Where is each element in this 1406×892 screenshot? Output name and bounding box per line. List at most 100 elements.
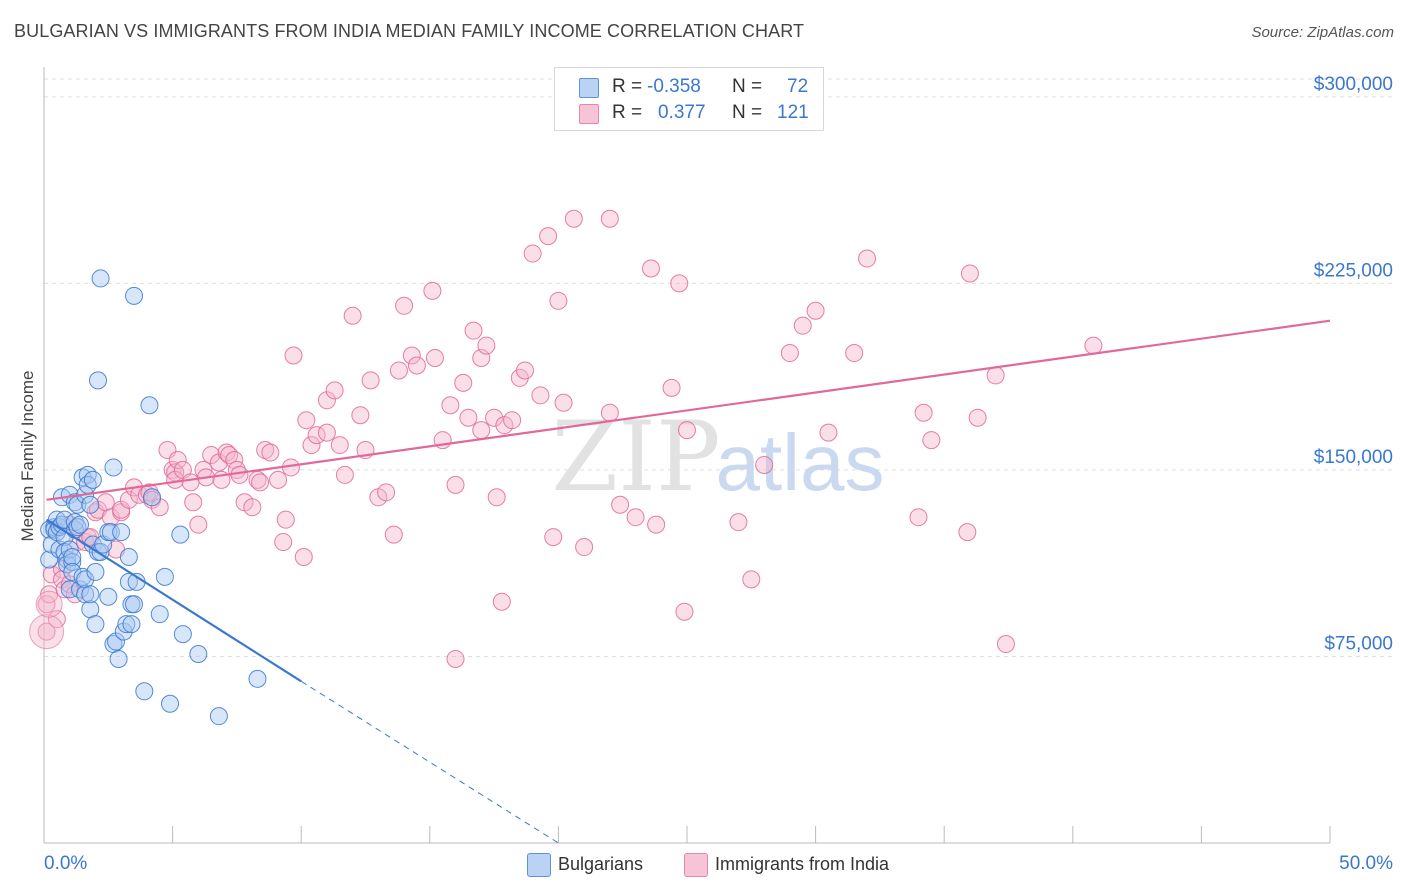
bulgarian-point	[86, 562, 105, 581]
india-point	[96, 493, 115, 512]
india-point	[806, 301, 825, 320]
india-point	[330, 436, 349, 455]
india-point	[256, 441, 275, 460]
india-point	[729, 513, 748, 532]
legend-india-swatch[interactable]	[684, 853, 708, 877]
bulgarian-point	[209, 707, 228, 726]
india-point	[377, 483, 396, 502]
india-point	[662, 378, 681, 397]
source-credit: Source: ZipAtlas.com	[1251, 24, 1394, 41]
bulgarian-point	[112, 523, 131, 542]
india-point	[269, 470, 288, 489]
india-point	[441, 396, 460, 415]
india-points	[29, 209, 1103, 668]
india-point	[317, 391, 336, 410]
india-point	[742, 570, 761, 589]
india-point	[189, 515, 208, 534]
india-trend-line	[46, 319, 1331, 501]
bulgarian-point	[122, 615, 141, 634]
bulgarian-point	[107, 632, 126, 651]
tick-labels: $75,000 $150,000 $225,000 $300,000 0.0% 50.0%	[44, 74, 1393, 874]
india-point	[402, 346, 421, 365]
india-point	[626, 508, 645, 527]
n-label: N =	[732, 102, 763, 123]
india-point	[220, 446, 239, 465]
india-point	[361, 371, 380, 390]
bulgarian-point	[114, 622, 133, 641]
india-point	[42, 565, 61, 584]
india-point	[641, 259, 660, 278]
india-point	[968, 408, 987, 427]
india-point	[343, 306, 362, 325]
india-point	[554, 393, 573, 412]
legend-bulgarians-label[interactable]: Bulgarians	[558, 854, 644, 874]
stats-box: R = -0.358 N = 72 R = 0.377 N = 121	[554, 67, 824, 131]
india-point	[53, 560, 72, 579]
india-point	[485, 408, 504, 427]
india-point	[858, 249, 877, 268]
india-point	[472, 421, 491, 440]
india-point	[351, 406, 370, 425]
india-point	[459, 408, 478, 427]
watermark-atlas: atlas	[716, 418, 885, 507]
bulgarian-point	[173, 625, 192, 644]
bulgarian-point	[125, 286, 144, 305]
india-swatch	[579, 104, 599, 124]
india-point	[909, 508, 928, 527]
india-point	[996, 635, 1015, 654]
bulgarian-point	[119, 572, 138, 591]
n-label: N =	[732, 76, 763, 97]
bulgarian-point	[104, 458, 123, 477]
india-point	[670, 274, 689, 293]
bulgarian-point	[140, 396, 159, 415]
bulgarian-point	[83, 470, 102, 489]
bulgarian-point	[91, 269, 110, 288]
bulgarian-point	[65, 513, 84, 532]
india-point	[523, 244, 542, 263]
x-tick-label-max: 50.0%	[1339, 853, 1393, 874]
india-point	[55, 580, 74, 599]
y-tick-label: $225,000	[1314, 260, 1393, 281]
india-point	[217, 443, 236, 462]
india-point	[297, 411, 316, 430]
bulgarian-point	[99, 587, 118, 606]
india-point	[958, 523, 977, 542]
bulgarian-point	[78, 465, 97, 484]
india-point	[564, 209, 583, 228]
india-point	[503, 411, 522, 430]
india-point	[112, 500, 131, 519]
india-point	[454, 373, 473, 392]
watermark: ZIP atlas	[551, 401, 884, 513]
india-point	[425, 349, 444, 368]
bulgarians-trend-line	[45, 518, 302, 683]
bulgarian-point	[109, 649, 128, 668]
india-point	[793, 316, 812, 335]
india-point	[600, 403, 619, 422]
india-point	[819, 423, 838, 442]
india-point	[477, 336, 496, 355]
india-point	[678, 421, 696, 440]
r-value: 0.377	[658, 102, 706, 123]
legend-bulgarians-swatch[interactable]	[527, 853, 551, 877]
india-point	[531, 386, 550, 405]
india-point	[539, 227, 558, 246]
y-tick-label: $75,000	[1324, 633, 1393, 654]
bulgarian-points	[40, 269, 267, 726]
india-point	[675, 602, 694, 621]
india-point	[202, 446, 221, 465]
india-point	[960, 264, 979, 283]
india-point	[274, 533, 293, 552]
r-label: R =	[612, 76, 643, 97]
india-point	[515, 361, 534, 380]
india-point	[261, 443, 280, 462]
chart-legend: Bulgarians Immigrants from India	[0, 852, 1406, 878]
bulgarian-point	[63, 552, 82, 571]
bulgarian-point	[117, 615, 136, 634]
legend-india-label[interactable]: Immigrants from India	[715, 854, 890, 874]
bulgarian-point	[63, 547, 82, 566]
india-point-large	[35, 590, 63, 618]
india-point	[184, 493, 203, 512]
r-value: -0.358	[647, 76, 701, 97]
india-point	[922, 431, 941, 450]
india-point	[845, 344, 864, 363]
